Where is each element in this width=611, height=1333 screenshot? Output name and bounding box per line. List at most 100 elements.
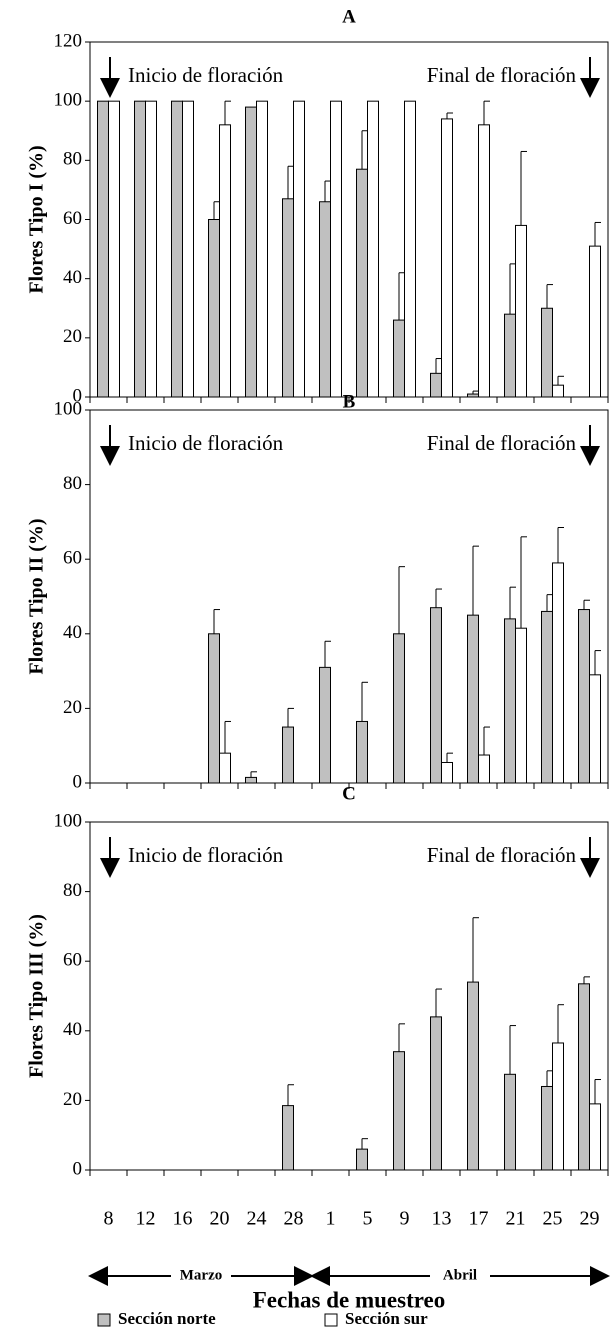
bar <box>282 726 294 784</box>
bar <box>97 100 109 398</box>
bar <box>108 100 120 398</box>
bar <box>589 674 601 784</box>
bar <box>541 1085 553 1171</box>
y-tick-label: 40 <box>63 622 82 643</box>
y-tick-label: 60 <box>63 208 82 229</box>
legend-label: Sección norte <box>118 1309 216 1328</box>
x-tick-label: 16 <box>173 1208 193 1230</box>
y-tick-label: 100 <box>54 90 83 111</box>
x-tick-label: 5 <box>363 1208 373 1230</box>
bar <box>467 981 479 1171</box>
y-axis-label: Flores Tipo I (%) <box>26 145 48 293</box>
bar <box>393 1051 405 1171</box>
x-tick-label: 17 <box>469 1208 489 1230</box>
bar <box>441 761 453 784</box>
panel-title: A <box>342 6 356 27</box>
bar <box>319 201 331 398</box>
y-tick-label: 100 <box>54 398 83 419</box>
bar <box>356 168 368 398</box>
annotation: Final de floración <box>427 431 577 455</box>
bar <box>541 307 553 398</box>
bar <box>282 1105 294 1171</box>
bar <box>367 100 379 398</box>
bar <box>245 776 257 784</box>
bar <box>578 983 590 1171</box>
bar <box>208 633 220 784</box>
bar <box>256 100 268 398</box>
y-tick-label: 20 <box>63 697 82 718</box>
bar <box>515 224 527 398</box>
annotation: Inicio de floración <box>128 431 284 455</box>
y-axis-label: Flores Tipo III (%) <box>26 914 48 1078</box>
annotation: Inicio de floración <box>128 63 284 87</box>
plot-frame <box>89 409 609 784</box>
bar <box>393 319 405 398</box>
x-tick-label: 13 <box>432 1208 452 1230</box>
y-tick-label: 60 <box>63 950 82 971</box>
bar <box>356 720 368 784</box>
y-tick-label: 0 <box>73 771 83 792</box>
bar <box>552 562 564 784</box>
y-tick-label: 0 <box>73 1158 83 1179</box>
month-label: Marzo <box>180 1267 222 1283</box>
annotation: Final de floración <box>427 843 577 867</box>
x-tick-label: 24 <box>247 1208 267 1230</box>
bar <box>441 118 453 398</box>
panel-title: B <box>343 391 356 412</box>
bar <box>515 627 527 784</box>
bar <box>504 313 516 398</box>
bar <box>171 100 183 398</box>
bar <box>219 124 231 398</box>
bar <box>478 754 490 784</box>
bar <box>552 1042 564 1171</box>
x-tick-label: 29 <box>580 1208 600 1230</box>
x-tick-label: 8 <box>104 1208 114 1230</box>
y-tick-label: 0 <box>73 385 83 406</box>
y-tick-label: 80 <box>63 473 82 494</box>
y-tick-label: 80 <box>63 149 82 170</box>
bar <box>245 106 257 398</box>
y-tick-label: 80 <box>63 880 82 901</box>
bar <box>208 219 220 398</box>
bar <box>504 618 516 784</box>
bar <box>330 100 342 398</box>
panel-title: C <box>342 783 356 804</box>
bar <box>552 384 564 398</box>
y-tick-label: 60 <box>63 548 82 569</box>
x-tick-label: 12 <box>136 1208 156 1230</box>
x-tick-label: 21 <box>506 1208 526 1230</box>
y-tick-label: 20 <box>63 326 82 347</box>
x-tick-label: 20 <box>210 1208 230 1230</box>
bar <box>393 633 405 784</box>
bar <box>145 100 157 398</box>
legend-label: Sección sur <box>345 1309 428 1328</box>
bar <box>478 124 490 398</box>
x-tick-label: 28 <box>284 1208 304 1230</box>
bar <box>430 607 442 784</box>
bar <box>430 1016 442 1171</box>
x-axis-label: Fechas de muestreo <box>253 1287 445 1312</box>
bar <box>319 666 331 784</box>
y-tick-label: 40 <box>63 267 82 288</box>
y-tick-label: 40 <box>63 1019 82 1040</box>
annotation: Inicio de floración <box>128 843 284 867</box>
x-tick-label: 25 <box>543 1208 563 1230</box>
y-tick-label: 100 <box>54 810 83 831</box>
legend-swatch <box>324 1313 338 1327</box>
bar <box>589 245 601 398</box>
x-tick-label: 9 <box>400 1208 410 1230</box>
bar <box>504 1073 516 1171</box>
bar <box>182 100 194 398</box>
bar <box>356 1148 368 1171</box>
bar <box>541 610 553 784</box>
legend-swatch <box>97 1313 111 1327</box>
bar <box>293 100 305 398</box>
bar <box>467 614 479 784</box>
bar <box>219 752 231 784</box>
bar <box>282 198 294 398</box>
bar <box>589 1103 601 1171</box>
bar <box>134 100 146 398</box>
plot-frame <box>89 41 609 398</box>
